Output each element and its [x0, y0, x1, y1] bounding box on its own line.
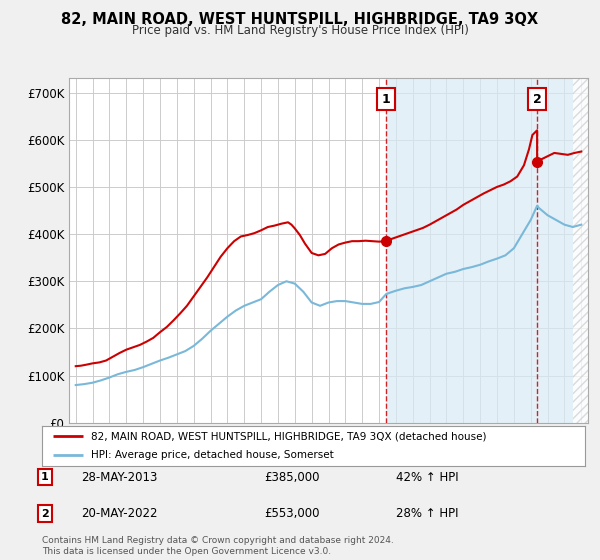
- Bar: [573, 78, 588, 423]
- Bar: [573, 78, 588, 423]
- Text: Contains HM Land Registry data © Crown copyright and database right 2024.
This d: Contains HM Land Registry data © Crown c…: [42, 536, 394, 556]
- Text: 1: 1: [41, 472, 49, 482]
- Text: 82, MAIN ROAD, WEST HUNTSPILL, HIGHBRIDGE, TA9 3QX: 82, MAIN ROAD, WEST HUNTSPILL, HIGHBRIDG…: [61, 12, 539, 27]
- Text: 1: 1: [382, 92, 390, 106]
- Text: 28% ↑ HPI: 28% ↑ HPI: [396, 507, 458, 520]
- Text: 28-MAY-2013: 28-MAY-2013: [81, 470, 157, 484]
- Text: 20-MAY-2022: 20-MAY-2022: [81, 507, 157, 520]
- Text: 82, MAIN ROAD, WEST HUNTSPILL, HIGHBRIDGE, TA9 3QX (detached house): 82, MAIN ROAD, WEST HUNTSPILL, HIGHBRIDG…: [91, 432, 487, 441]
- Text: HPI: Average price, detached house, Somerset: HPI: Average price, detached house, Some…: [91, 450, 334, 460]
- Text: £385,000: £385,000: [264, 470, 320, 484]
- Text: £553,000: £553,000: [264, 507, 320, 520]
- Text: 2: 2: [41, 508, 49, 519]
- Bar: [386, 78, 573, 423]
- Text: Price paid vs. HM Land Registry's House Price Index (HPI): Price paid vs. HM Land Registry's House …: [131, 24, 469, 37]
- Text: 2: 2: [533, 92, 541, 106]
- Text: 42% ↑ HPI: 42% ↑ HPI: [396, 470, 458, 484]
